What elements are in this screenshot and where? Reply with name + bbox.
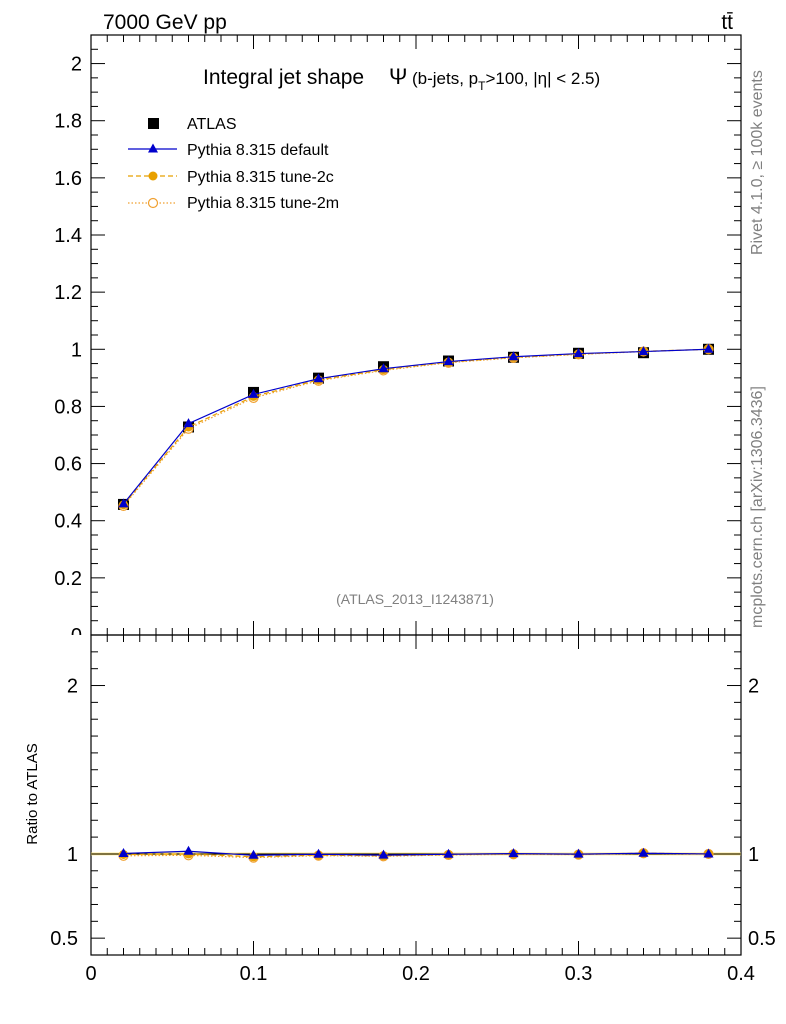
- ratio-plot-panel: Ratio to ATLAS 0 0.1 0.2 0.3 0.4 0.5 0.5 1 1 2 2: [24, 634, 776, 985]
- ratio-y-tick-label: 1: [67, 844, 78, 866]
- ratio-y-tick-label-right: 1: [748, 844, 759, 866]
- main-line-default: [123, 348, 709, 505]
- x-tick-label: 0.4: [727, 963, 755, 985]
- legend: ATLAS Pythia 8.315 default Pythia 8.315 …: [128, 116, 339, 212]
- title-condition-pre: (b-jets, p: [412, 69, 478, 88]
- main-y-tick-label: 1.8: [54, 111, 82, 133]
- main-y-tick-label: 1.2: [54, 282, 82, 304]
- main-y-tick-label: 0.8: [54, 396, 82, 418]
- title-condition: (b-jets, pT>100, |η| < 2.5): [412, 69, 600, 93]
- main-y-tick-label: 0.6: [54, 454, 82, 476]
- main-y-tick-label: 1: [71, 339, 82, 361]
- ratio-y-tick-label: 0.5: [50, 928, 78, 950]
- main-point-default: [118, 498, 129, 508]
- ratio-axis-label: Ratio to ATLAS: [24, 743, 41, 844]
- ratio-plot-frame: [90, 634, 742, 956]
- ratio-point-default: [573, 848, 584, 858]
- legend-entry-tune2m: Pythia 8.315 tune-2m: [128, 195, 339, 212]
- ratio-y-tick-label: 2: [67, 676, 78, 698]
- main-line-tune2c: [123, 348, 709, 506]
- title-condition-post: >100, |η| < 2.5): [485, 69, 600, 88]
- legend-label-atlas: ATLAS: [187, 116, 237, 133]
- main-y-tick-label: 1.6: [54, 168, 82, 190]
- ratio-point-default: [703, 848, 714, 858]
- main-point-default: [573, 348, 584, 358]
- ratio-y-tick-label-right: 0.5: [748, 928, 776, 950]
- ratio-line-default: [123, 850, 709, 856]
- main-point-default: [378, 363, 389, 373]
- title-condition-subscript: T: [478, 79, 486, 93]
- process-label: tt̄: [721, 11, 733, 34]
- ratio-point-default: [248, 849, 259, 859]
- x-tick-label: 0.3: [565, 963, 593, 985]
- main-y-tick-label: 2: [71, 54, 82, 76]
- main-y-tick-label-zero: 0: [71, 625, 82, 647]
- title-psi-symbol: Ψ: [389, 64, 407, 89]
- legend-label-tune2m: Pythia 8.315 tune-2m: [187, 195, 339, 212]
- main-y-tick-label: 0.4: [54, 511, 82, 533]
- x-tick-label: 0.1: [240, 963, 268, 985]
- main-y-tick-label: 1.4: [54, 225, 82, 247]
- main-point-default: [183, 418, 194, 428]
- main-point-default: [703, 343, 714, 353]
- ratio-point-default: [118, 847, 129, 857]
- energy-label: 7000 GeV pp: [103, 11, 227, 34]
- ratio-point-default: [508, 848, 519, 858]
- ratio-point-default: [378, 849, 389, 859]
- x-tick-label: 0.2: [402, 963, 430, 985]
- ratio-point-default: [638, 847, 649, 857]
- ratio-point-default: [313, 848, 324, 858]
- legend-marker-tune2m: [147, 197, 159, 209]
- legend-label-default: Pythia 8.315 default: [187, 142, 329, 159]
- legend-marker-atlas: [148, 118, 159, 129]
- analysis-id-label: (ATLAS_2013_I1243871): [336, 591, 494, 607]
- main-line-tune2m: [123, 348, 709, 507]
- ratio-point-default: [443, 848, 454, 858]
- x-tick-label: 0: [85, 963, 96, 985]
- main-plot-panel: Integral jet shape Ψ (b-jets, pT>100, |η…: [54, 34, 742, 647]
- main-point-default: [443, 356, 454, 366]
- main-y-tick-label: 0.2: [54, 568, 82, 590]
- main-point-default: [313, 373, 324, 383]
- ratio-y-tick-label-right: 2: [748, 676, 759, 698]
- plot-title: Integral jet shape: [203, 66, 364, 89]
- main-point-default: [638, 346, 649, 356]
- legend-entry-default: Pythia 8.315 default: [128, 142, 329, 159]
- ratio-point-default: [183, 845, 194, 855]
- mcplots-label: mcplots.cern.ch [arXiv:1306.3436]: [749, 386, 766, 628]
- main-point-default: [248, 388, 259, 398]
- main-point-default: [508, 351, 519, 361]
- legend-marker-tune2c: [148, 171, 158, 181]
- legend-entry-atlas: ATLAS: [148, 116, 237, 133]
- legend-marker-default: [148, 143, 158, 153]
- rivet-version-label: Rivet 4.1.0, ≥ 100k events: [749, 70, 766, 255]
- legend-entry-tune2c: Pythia 8.315 tune-2c: [128, 169, 334, 186]
- legend-label-tune2c: Pythia 8.315 tune-2c: [187, 169, 334, 186]
